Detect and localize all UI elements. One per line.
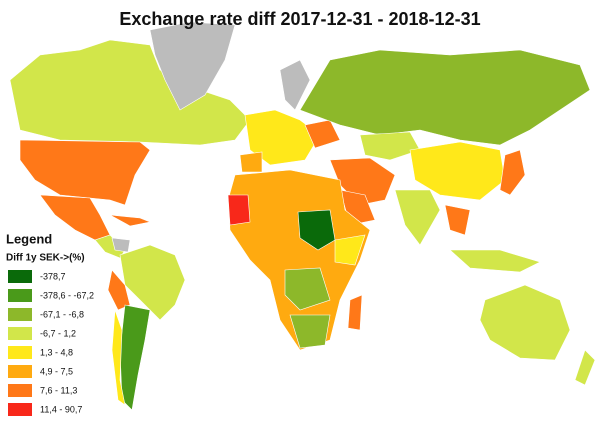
indonesia [449,249,541,273]
legend-swatch [8,289,32,302]
map-title: Exchange rate diff 2017-12-31 - 2018-12-… [119,9,480,29]
legend-label: -378,6 - -67,2 [40,290,94,300]
europe [244,109,321,166]
china [409,141,506,201]
legend-swatch [8,327,32,340]
southeast-asia [444,204,471,236]
legend-swatch [8,403,32,416]
legend-swatch [8,346,32,359]
greenland [149,21,236,111]
scandinavia [279,59,311,111]
brazil [119,244,186,321]
legend-label: -378,7 [40,271,66,281]
legend-swatch [8,365,32,378]
caribbean [109,214,152,227]
iberia [239,151,263,173]
peru [107,269,131,311]
south-africa [289,314,331,349]
india [394,189,441,246]
legend-label: 1,3 - 4,8 [40,347,73,357]
sudan [297,209,336,251]
usa [19,139,151,206]
ethiopia [334,234,366,266]
legend-title: Legend [6,231,52,246]
legend-swatch [8,270,32,283]
legend-label: -67,1 - -6,8 [40,309,84,319]
legend-swatch [8,308,32,321]
madagascar [347,294,363,331]
legend-label: 11,4 - 90,7 [40,404,82,414]
new-zealand [574,349,596,386]
africa [227,169,371,351]
world-map [9,21,596,411]
australia [479,284,571,361]
legend-label: 7,6 - 11,3 [40,385,77,395]
mauritania [227,194,251,226]
legend-swatch [8,384,32,397]
kazakhstan [359,131,421,161]
legend-subtitle: Diff 1y SEK->(%) [6,253,85,264]
canada-alaska [9,39,251,146]
congo [284,267,331,311]
ukraine [304,119,341,149]
venezuela [111,237,131,253]
chile [111,309,126,406]
legend: Legend Diff 1y SEK->(%) -378,7 -378,6 - -… [6,231,94,416]
legend-label: 4,9 - 7,5 [40,366,73,376]
japan [499,149,526,196]
legend-label: -6,7 - 1,2 [40,328,76,338]
